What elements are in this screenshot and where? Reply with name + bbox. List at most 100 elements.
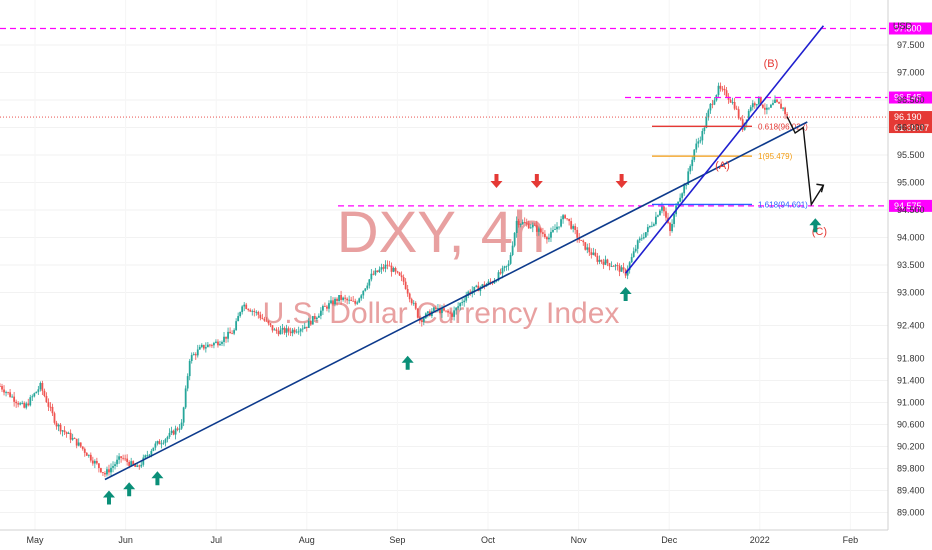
candle-body (568, 218, 571, 222)
candle-body (719, 85, 722, 89)
candle-body (366, 285, 369, 289)
candle-body (737, 109, 740, 119)
candle-body (59, 424, 62, 432)
candle-body (235, 321, 238, 331)
y-tick-label: 92.400 (897, 321, 925, 331)
candle-body (384, 264, 387, 269)
candle-body (673, 214, 675, 224)
candle-body (186, 376, 189, 389)
candle-body (182, 407, 185, 423)
candle-body (711, 103, 714, 105)
candle-body (243, 304, 246, 307)
candle-body (550, 231, 552, 238)
candle-body (677, 201, 680, 206)
candle-body (584, 242, 587, 250)
candle-body (21, 402, 24, 404)
y-tick-label: 93.500 (897, 260, 925, 270)
candle-body (521, 222, 524, 225)
candle-body (426, 311, 429, 314)
candle-body (49, 406, 52, 408)
candle-body (513, 232, 516, 246)
candle-body (229, 331, 231, 334)
y-tick-label: 91.400 (897, 376, 925, 386)
candle-body (79, 442, 82, 447)
candle-body (709, 103, 712, 111)
candle-body (293, 329, 296, 333)
y-tick-label: 97.000 (897, 68, 925, 78)
candle-body (402, 277, 405, 282)
candle-body (544, 233, 546, 238)
candle-body (27, 403, 30, 406)
price-axis[interactable]: USD 97.500 97.000 96.500 96.000 95.500 95.000… (887, 0, 925, 530)
candle-body (102, 472, 104, 474)
candle-body (378, 269, 381, 272)
candle-body (208, 344, 211, 346)
candle-body (437, 307, 439, 309)
x-tick-label: 2022 (750, 535, 770, 545)
candle-body (535, 225, 538, 232)
candle-body (33, 393, 36, 397)
candle-body (45, 395, 48, 403)
candle-body (572, 226, 575, 229)
candle-body (457, 306, 460, 308)
candle-body (640, 238, 643, 240)
candle-body (112, 466, 114, 468)
candle-body (729, 99, 732, 103)
candle-body (75, 438, 78, 446)
candle-body (328, 303, 330, 309)
candle-body (67, 432, 70, 434)
candle-body (281, 327, 284, 330)
candle-body (259, 314, 262, 319)
candle-body (689, 166, 692, 172)
wave-label: (B) (764, 58, 779, 70)
candle-body (213, 342, 215, 346)
candle-body (525, 222, 528, 224)
candle-body (671, 223, 673, 232)
candle-body (570, 221, 573, 229)
candle-body (196, 349, 199, 356)
candle-body (481, 284, 484, 288)
candle-body (144, 455, 147, 458)
candle-body (507, 263, 510, 266)
candle-body (265, 320, 268, 322)
candle-body (19, 403, 22, 405)
candle-body (148, 454, 151, 456)
candle-body (705, 117, 708, 128)
candle-body (517, 220, 520, 225)
candle-body (693, 149, 696, 160)
candle-body (194, 354, 197, 356)
trendline (625, 25, 825, 274)
candle-body (263, 318, 266, 321)
fib-level-label: 1(95.479) (758, 152, 793, 161)
candle-body (311, 316, 314, 325)
candle-body (279, 329, 282, 335)
candle-body (759, 96, 762, 105)
candle-body (707, 110, 710, 118)
candle-body (307, 321, 310, 328)
candle-body (360, 295, 363, 299)
candle-body (661, 206, 663, 211)
candle-body (392, 267, 395, 272)
time-axis[interactable]: May Jun Jul Aug Sep Oct Nov Dec 2022 Feb (0, 529, 888, 545)
candle-body (118, 456, 120, 460)
candle-body (753, 103, 756, 106)
candle-body (610, 266, 613, 267)
y-tick-label: 89.000 (897, 508, 925, 518)
candle-body (552, 229, 554, 232)
candle-body (223, 336, 225, 342)
candle-body (23, 402, 26, 408)
candle-body (533, 224, 536, 226)
candle-body (150, 450, 153, 455)
candle-body (69, 432, 72, 440)
candle-body (73, 438, 76, 439)
candle-body (404, 281, 407, 289)
candle-body (600, 259, 603, 262)
candle-body (253, 310, 256, 313)
candle-body (190, 355, 193, 361)
y-tick-label: 96.500 (897, 95, 925, 105)
candle-body (289, 331, 292, 334)
candle-body (770, 104, 772, 108)
candle-body (25, 403, 28, 408)
candle-body (416, 308, 419, 318)
candle-body (1, 386, 3, 390)
